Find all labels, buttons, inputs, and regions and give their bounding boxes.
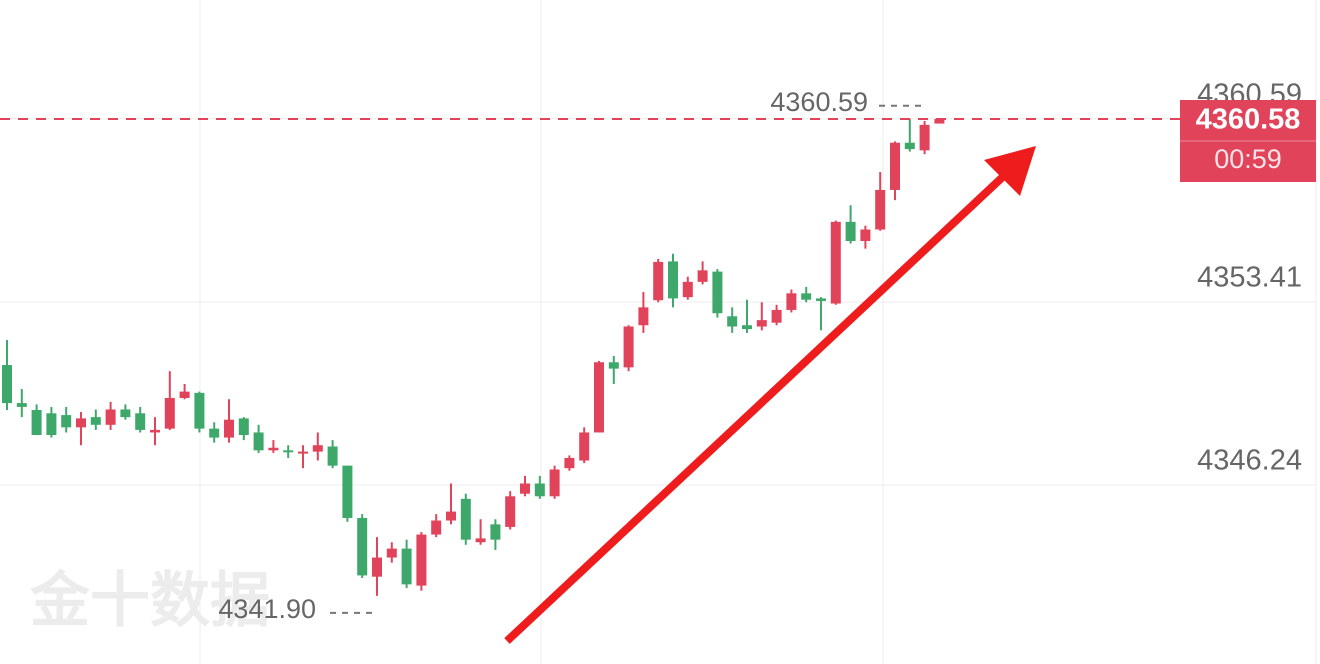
candle-body [475,538,486,543]
candle-body [283,450,294,453]
candle-body [342,465,353,518]
candle-body [890,142,900,190]
candle-body [298,451,308,454]
candle-body [638,307,649,326]
candle-body [608,362,619,369]
low-annotation: 4341.90 [218,594,316,624]
candle-body [357,517,368,576]
y-tick-label: 4353.41 [1197,262,1302,294]
candle-body [682,281,693,298]
candle-body [786,293,797,310]
candle-body [904,142,915,150]
candle-body [860,229,871,241]
candle-body [520,483,530,494]
candle-body [845,221,856,241]
candle-body [742,325,752,330]
candle-body [446,511,456,521]
candle-body [150,429,160,433]
candle-body [431,520,442,535]
candle-body [934,118,945,124]
candle-body [238,418,249,436]
candle-body [179,391,190,398]
candle-body [505,496,516,527]
candle-body [253,432,264,451]
candle-body [830,221,841,304]
candle-body [312,445,323,452]
candle-body [594,362,604,433]
candle-body [919,124,930,151]
price-tag: 4360.58 00:59 [1180,100,1316,182]
candle-body [697,270,708,282]
watermark: 金十数据 [30,567,270,634]
candle-body [61,415,72,428]
candle-body [801,293,812,300]
candle-body [460,498,471,540]
candle-body [549,469,560,497]
candle-body [712,271,723,314]
candles [2,118,945,596]
candle-body [668,261,678,299]
candle-body [579,432,590,461]
countdown: 00:59 [1214,144,1282,174]
candle-body [46,413,57,436]
candle-body [816,298,826,301]
candle-body [31,409,42,436]
candle-body [76,418,86,428]
candle-body [623,326,634,368]
candle-body [327,446,338,466]
candle-body [209,428,220,438]
candle-body [164,397,175,429]
candle-body [105,409,116,425]
candle-body [268,447,279,451]
candle-body [875,189,886,230]
candle-body [564,457,575,469]
candle-body [653,261,664,301]
candle-body [490,524,501,540]
candle-body [90,417,101,425]
y-tick-label: 4346.24 [1197,445,1302,477]
trend-arrowhead [984,146,1036,196]
candle-body [224,419,234,438]
candle-body [416,534,427,586]
candle-body [16,403,27,407]
candle-body [120,409,131,418]
annotations: 4360.59 4341.90 [0,87,1180,624]
candle-body [135,413,146,430]
candle-body [372,557,382,577]
candle-body [194,392,205,429]
trend-arrow [504,169,1011,644]
candle-body [401,548,412,585]
current-price-label: 4360.58 [1196,104,1301,136]
high-annotation: 4360.59 [770,87,868,117]
candle-body [727,316,738,327]
candle-body [386,548,397,558]
candle-body [2,365,12,404]
vertical-grid [199,0,1317,664]
candle-body [756,320,767,327]
candle-body [534,483,545,497]
candle-body [771,309,782,323]
grid: 4346.24 4353.41 4360.59 [0,78,1316,486]
